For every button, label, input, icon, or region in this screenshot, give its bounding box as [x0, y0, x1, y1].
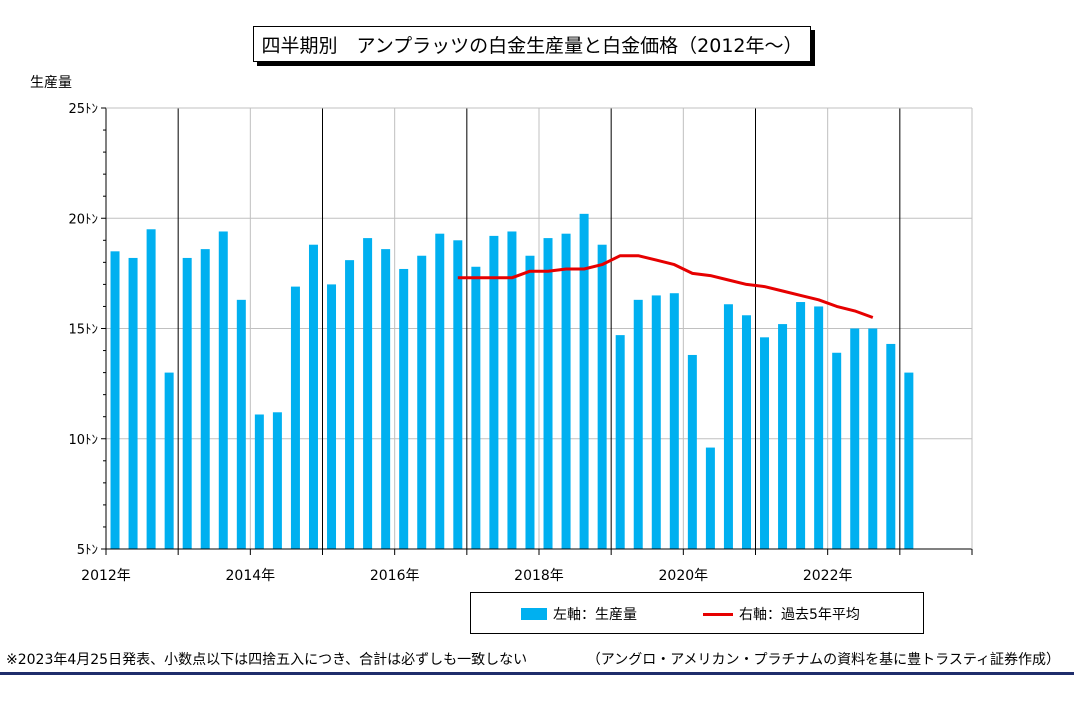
bar	[435, 233, 445, 549]
bar	[705, 447, 715, 549]
legend-label-average: 右軸：過去5年平均	[739, 607, 860, 623]
bar	[561, 233, 571, 549]
bar	[128, 257, 138, 549]
bar	[399, 268, 409, 549]
bar	[597, 244, 607, 549]
bar	[417, 255, 427, 550]
y-tick-label: 25ﾄﾝ	[68, 102, 98, 117]
bar	[200, 249, 210, 549]
series-line-average	[457, 254, 874, 319]
bar	[489, 235, 499, 549]
y-axis-label: 生産量	[30, 75, 72, 91]
bar	[579, 213, 589, 549]
bar	[543, 238, 553, 549]
bar	[327, 284, 337, 549]
x-tick-label: 2018年	[514, 568, 564, 584]
bar	[832, 352, 842, 549]
bar	[363, 238, 373, 549]
legend-bar-swatch	[521, 608, 547, 620]
chart-title: 四半期別 アンプラッツの白金生産量と白金価格（2012年～）	[253, 26, 811, 62]
x-tick-label: 2022年	[803, 568, 853, 584]
bar	[308, 244, 318, 549]
bar	[218, 231, 228, 550]
bar	[471, 266, 481, 549]
bar	[146, 229, 156, 549]
bar	[796, 302, 806, 549]
bar	[615, 335, 625, 549]
bar	[651, 295, 661, 549]
bar	[741, 315, 751, 549]
x-tick-label: 2020年	[659, 568, 709, 584]
bar	[254, 414, 264, 549]
bar	[272, 412, 282, 549]
bar	[290, 286, 300, 549]
bar	[182, 257, 192, 549]
bar	[110, 251, 120, 549]
bar	[886, 343, 896, 549]
legend: 左軸：生産量 右軸：過去5年平均	[470, 592, 924, 634]
bar	[669, 293, 679, 549]
bar	[850, 328, 860, 549]
legend-label-production: 左軸：生産量	[553, 607, 637, 623]
bar	[453, 240, 463, 550]
bar	[525, 255, 535, 550]
bar	[814, 306, 824, 549]
y-tick-label: 10ﾄﾝ	[68, 433, 98, 448]
legend-item-production: 左軸：生産量	[521, 604, 637, 624]
legend-line-swatch	[703, 612, 733, 616]
source-note: （アングロ・アメリカン・プラチナムの資料を基に豊トラスティ証券作成）	[586, 652, 1060, 668]
bar	[778, 324, 788, 549]
bar	[723, 304, 733, 549]
bar	[236, 299, 246, 549]
bar	[164, 372, 174, 549]
y-tick-label: 20ﾄﾝ	[68, 212, 98, 227]
bar	[633, 299, 643, 549]
bar	[345, 260, 355, 549]
bar	[687, 354, 697, 549]
y-tick-label: 15ﾄﾝ	[68, 323, 98, 338]
y-tick-label: 5ﾄﾝ	[77, 543, 98, 558]
bar	[507, 231, 517, 550]
bar	[760, 337, 770, 549]
bar	[868, 328, 878, 549]
footnote: ※2023年4月25日発表、小数点以下は四捨五入につき、合計は必ずしも一致しない	[6, 652, 528, 668]
bottom-rule	[0, 672, 1074, 675]
x-tick-label: 2014年	[226, 568, 276, 584]
legend-item-average: 右軸：過去5年平均	[703, 604, 860, 624]
x-tick-label: 2012年	[81, 568, 131, 584]
bar	[904, 372, 914, 549]
bar	[381, 249, 391, 549]
x-tick-label: 2016年	[370, 568, 420, 584]
